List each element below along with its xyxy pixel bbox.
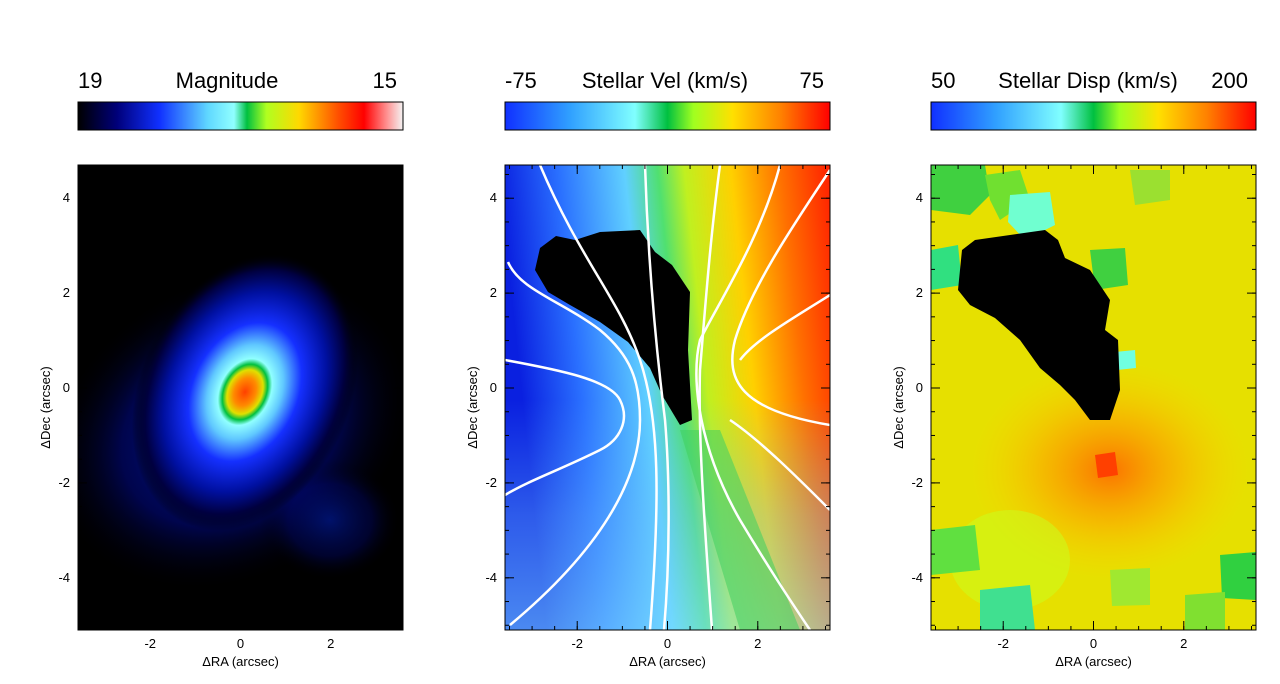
x-tick-label: 2 — [327, 636, 334, 651]
colorbar-min-label: -75 — [505, 68, 537, 93]
y-tick-label: 0 — [490, 380, 497, 395]
y-tick-label: -2 — [58, 475, 70, 490]
x-axis-label: ΔRA (arcsec) — [629, 654, 706, 669]
colorbar-title: Magnitude — [176, 68, 279, 93]
y-tick-label: -2 — [485, 475, 497, 490]
y-tick-label: -4 — [911, 570, 923, 585]
y-axis-label: ΔDec (arcsec) — [465, 366, 480, 448]
y-tick-label: 0 — [63, 380, 70, 395]
colorbar-min-label: 19 — [78, 68, 102, 93]
y-tick-label: -4 — [485, 570, 497, 585]
panel-magnitude: 19 Magnitude 15 -2 0 2 -4 -2 0 2 4 ΔRA (arcsec) Δ… — [38, 68, 404, 669]
masked-region — [958, 230, 1120, 420]
masked-region — [535, 230, 692, 425]
x-tick-label: 2 — [1180, 636, 1187, 651]
colorbar-max-label: 200 — [1211, 68, 1248, 93]
y-tick-label: 4 — [490, 190, 497, 205]
y-axis-label: ΔDec (arcsec) — [891, 366, 906, 448]
x-axis-label: ΔRA (arcsec) — [202, 654, 279, 669]
y-tick-label: 2 — [63, 285, 70, 300]
dispersion-map — [931, 165, 1256, 630]
velocity-map — [505, 165, 830, 630]
galaxy-core — [131, 253, 359, 531]
x-tick-label: 0 — [1090, 636, 1097, 651]
colorbar-title: Stellar Disp (km/s) — [998, 68, 1178, 93]
y-tick-label: 4 — [63, 190, 70, 205]
y-tick-label: -4 — [58, 570, 70, 585]
colorbar-max-label: 75 — [800, 68, 824, 93]
colorbar-title: Stellar Vel (km/s) — [582, 68, 748, 93]
x-tick-label: 2 — [754, 636, 761, 651]
x-tick-label: -2 — [144, 636, 156, 651]
panel-stellar-dispersion: 50 Stellar Disp (km/s) 200 -2 0 2-4- — [891, 68, 1257, 669]
y-tick-label: -2 — [911, 475, 923, 490]
x-axis-label: ΔRA (arcsec) — [1055, 654, 1132, 669]
y-tick-label: 2 — [490, 285, 497, 300]
x-tick-label: -2 — [571, 636, 583, 651]
velocity-contours — [505, 165, 830, 630]
x-tick-label: 0 — [237, 636, 244, 651]
y-tick-label: 0 — [916, 380, 923, 395]
panel-stellar-velocity: -75 Stellar Vel (km/s) 75 — [465, 68, 831, 669]
y-tick-label: 2 — [916, 285, 923, 300]
magnitude-map — [78, 165, 403, 630]
colorbar — [77, 101, 404, 131]
y-axis-label: ΔDec (arcsec) — [38, 366, 53, 448]
x-tick-label: 0 — [664, 636, 671, 651]
colorbar-max-label: 15 — [373, 68, 397, 93]
colorbar — [930, 101, 1257, 131]
y-tick-label: 4 — [916, 190, 923, 205]
colorbar-min-label: 50 — [931, 68, 955, 93]
x-tick-label: -2 — [997, 636, 1009, 651]
colorbar — [504, 101, 831, 131]
